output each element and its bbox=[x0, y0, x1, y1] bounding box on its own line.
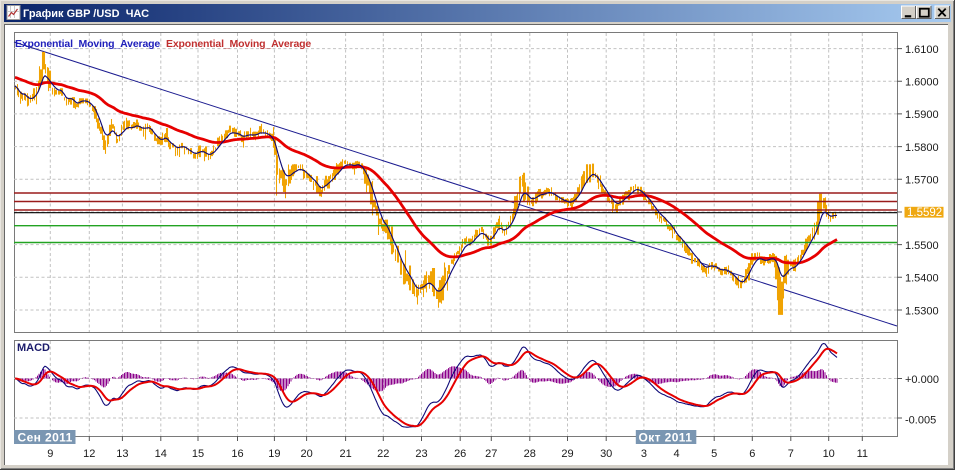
svg-text:Exponential_Moving_Average: Exponential_Moving_Average bbox=[15, 38, 160, 50]
svg-text:1.6100: 1.6100 bbox=[905, 44, 939, 56]
svg-text:11: 11 bbox=[857, 448, 868, 460]
svg-text:MACD: MACD bbox=[17, 342, 50, 354]
svg-text:Exponential_Moving_Average: Exponential_Moving_Average bbox=[166, 38, 311, 50]
svg-text:1.6000: 1.6000 bbox=[905, 77, 939, 89]
svg-text:Окт 2011: Окт 2011 bbox=[639, 431, 693, 445]
svg-text:19: 19 bbox=[268, 448, 280, 460]
svg-text:График GBP /USD ЧАС: График GBP /USD ЧАС bbox=[23, 8, 149, 20]
svg-text:15: 15 bbox=[192, 448, 204, 460]
svg-text:14: 14 bbox=[155, 448, 167, 460]
svg-text:-0.005: -0.005 bbox=[905, 415, 936, 427]
svg-text:13: 13 bbox=[116, 448, 128, 460]
svg-text:1.5700: 1.5700 bbox=[905, 175, 939, 187]
svg-text:1.5900: 1.5900 bbox=[905, 109, 939, 121]
svg-text:3: 3 bbox=[641, 448, 647, 460]
svg-text:6: 6 bbox=[749, 448, 755, 460]
svg-text:1.5800: 1.5800 bbox=[905, 142, 939, 154]
svg-text:20: 20 bbox=[300, 448, 312, 460]
svg-text:1.5300: 1.5300 bbox=[905, 305, 939, 317]
svg-text:12: 12 bbox=[83, 448, 95, 460]
svg-text:16: 16 bbox=[231, 448, 243, 460]
svg-text:30: 30 bbox=[600, 448, 612, 460]
svg-text:1.5400: 1.5400 bbox=[905, 273, 939, 285]
svg-text:1.5500: 1.5500 bbox=[905, 240, 939, 252]
svg-text:10: 10 bbox=[823, 448, 835, 460]
svg-text:7: 7 bbox=[788, 448, 794, 460]
svg-text:29: 29 bbox=[561, 448, 573, 460]
svg-text:4: 4 bbox=[673, 448, 679, 460]
svg-text:1.5592: 1.5592 bbox=[907, 207, 942, 219]
svg-text:5: 5 bbox=[711, 448, 717, 460]
svg-text:23: 23 bbox=[415, 448, 427, 460]
svg-text:22: 22 bbox=[377, 448, 389, 460]
svg-text:21: 21 bbox=[339, 448, 351, 460]
svg-text:+0.000: +0.000 bbox=[905, 374, 939, 386]
svg-text:28: 28 bbox=[524, 448, 536, 460]
svg-text:26: 26 bbox=[454, 448, 466, 460]
svg-text:9: 9 bbox=[47, 448, 53, 460]
svg-text:Сен 2011: Сен 2011 bbox=[18, 431, 73, 445]
svg-text:27: 27 bbox=[485, 448, 497, 460]
